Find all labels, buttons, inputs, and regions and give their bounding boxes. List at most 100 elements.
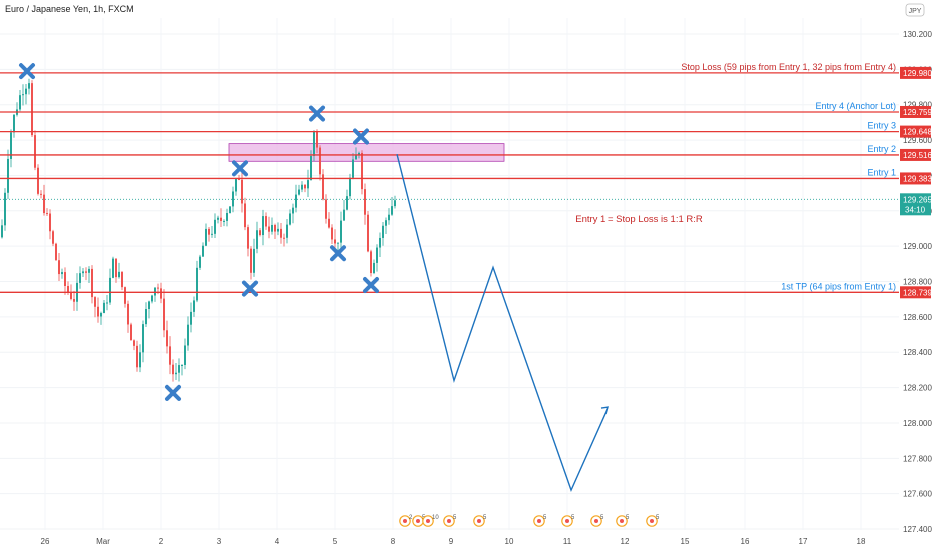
candle-body: [175, 372, 177, 375]
candle-body: [376, 247, 378, 263]
candle-body: [286, 224, 288, 238]
level-label: Entry 1: [867, 167, 896, 177]
event-badge-dot: [416, 519, 420, 523]
event-badge: 2: [399, 515, 413, 527]
x-tick-label: 8: [391, 537, 396, 546]
candle-body: [94, 297, 96, 307]
candle-body: [265, 216, 267, 227]
event-badge: 5: [473, 515, 487, 527]
candle-body: [10, 132, 12, 159]
horizontal-levels: Stop Loss (59 pips from Entry 1, 32 pips…: [0, 62, 899, 293]
swing-marker-stroke: [242, 280, 258, 297]
candle-body: [235, 179, 237, 192]
candle-body: [163, 298, 165, 331]
candle-body: [355, 154, 357, 160]
event-badges: 25105555555: [399, 515, 660, 527]
candle-body: [118, 271, 120, 278]
candle-body: [187, 324, 189, 346]
candle-body: [64, 272, 66, 287]
candle-body: [67, 286, 69, 293]
swing-marker-stroke: [330, 245, 346, 262]
candle-body: [169, 346, 171, 365]
candle-body: [40, 193, 42, 195]
candle-body: [241, 179, 243, 204]
candle-body: [316, 131, 318, 148]
candle-body: [124, 287, 126, 304]
x-tick-label: 17: [799, 537, 808, 546]
price-tag-label: 128.739: [903, 288, 932, 297]
price-tag-label: 129.980: [903, 69, 932, 78]
candle-body: [205, 228, 207, 246]
countdown-label: 34:10: [905, 205, 926, 214]
y-tick-label: 128.200: [903, 384, 932, 393]
candle-body: [325, 199, 327, 219]
candle-body: [340, 220, 342, 243]
candle-body: [1, 225, 3, 238]
swing-marker-x: [165, 384, 181, 401]
event-badge: 5: [590, 515, 604, 527]
candle-body: [322, 174, 324, 200]
candle-body: [232, 191, 234, 207]
y-tick-label: 128.600: [903, 313, 932, 322]
event-badge: 10: [422, 515, 439, 527]
y-tick-label: 127.400: [903, 525, 932, 534]
swing-marker-x: [330, 245, 346, 262]
candle-body: [121, 271, 123, 288]
candle-body: [361, 152, 363, 190]
candle-body: [73, 298, 75, 302]
y-tick-label: 127.600: [903, 490, 932, 499]
swing-marker-stroke: [363, 277, 379, 294]
candle-body: [82, 271, 84, 274]
candle-body: [217, 217, 219, 220]
candle-body: [274, 224, 276, 232]
candle-body: [151, 295, 153, 302]
x-tick-label: 18: [857, 537, 866, 546]
event-badge-dot: [594, 519, 598, 523]
currency-badge[interactable]: JPY: [905, 3, 925, 17]
candle-body: [133, 340, 135, 346]
candle-body: [352, 159, 354, 178]
candle-body: [148, 301, 150, 310]
candle-body: [313, 131, 315, 156]
symbol-title: Euro / Japanese Yen, 1h, FXCM: [5, 4, 134, 14]
candle-body: [310, 155, 312, 181]
price-tag: [900, 286, 931, 299]
candle-body: [394, 200, 396, 207]
candle-body: [379, 237, 381, 248]
x-tick-label: 3: [217, 537, 222, 546]
x-tick-label: 9: [449, 537, 454, 546]
event-badge-dot: [650, 519, 654, 523]
y-tick-label: 129.000: [903, 242, 932, 251]
event-badge-dot: [477, 519, 481, 523]
candle-body: [190, 311, 192, 325]
x-tick-label: 16: [741, 537, 750, 546]
y-tick-label: 127.800: [903, 454, 932, 463]
event-badge-count: 5: [543, 515, 547, 521]
x-tick-label: 12: [621, 537, 630, 546]
candle-body: [22, 94, 24, 96]
swing-marker-stroke: [19, 63, 35, 80]
candle-body: [283, 237, 285, 239]
swing-marker-x: [242, 280, 258, 297]
candle-body: [85, 271, 87, 273]
swing-marker-stroke: [309, 105, 325, 122]
candle-body: [367, 214, 369, 252]
candle-body: [139, 352, 141, 368]
price-tag: [900, 66, 931, 79]
candle-body: [181, 364, 183, 366]
swing-marker-stroke: [232, 160, 248, 177]
candle-body: [55, 243, 57, 261]
level-label: 1st TP (64 pips from Entry 1): [781, 281, 896, 291]
candle-body: [109, 277, 111, 303]
candle-body: [193, 300, 195, 312]
candle-body: [97, 306, 99, 317]
candle-body: [49, 213, 51, 232]
candle-body: [145, 309, 147, 325]
projection-arrowhead: [600, 406, 609, 415]
candle-body: [154, 287, 156, 296]
candle-body: [184, 345, 186, 365]
price-tag: [900, 105, 931, 118]
candle-body: [382, 225, 384, 238]
price-tag: [900, 148, 931, 161]
